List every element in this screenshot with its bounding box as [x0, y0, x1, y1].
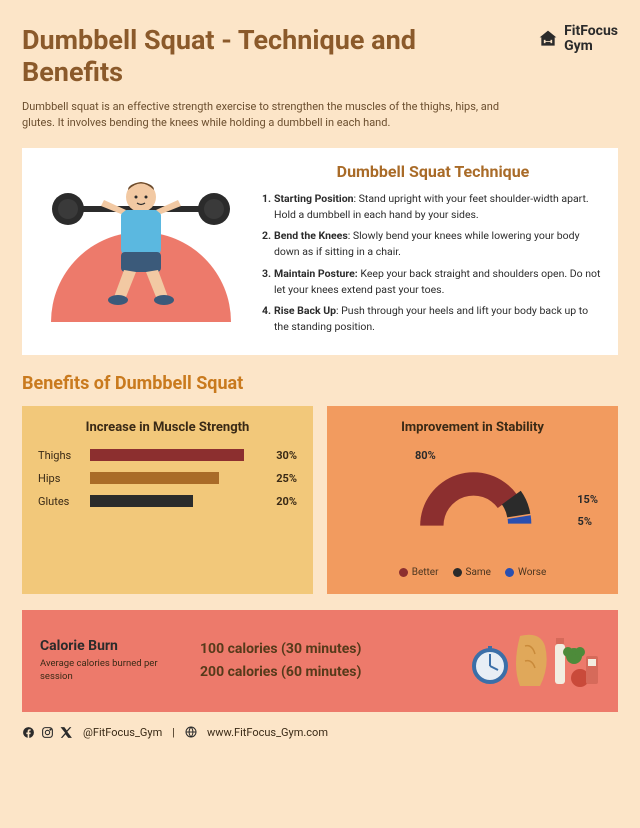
intro-text: Dumbbell squat is an effective strength … — [22, 99, 522, 132]
calorie-title: Calorie Burn — [40, 638, 180, 654]
technique-heading: Dumbbell Squat Technique — [262, 162, 604, 181]
technique-card: Dumbbell Squat Technique Starting Positi… — [22, 148, 618, 355]
gauge-label-worse: 5% — [578, 515, 592, 528]
footer: @FitFocus_Gym | www.FitFocus_Gym.com — [22, 726, 618, 739]
bar-chart-card: Increase in Muscle Strength Thighs30% Hip… — [22, 406, 313, 594]
legend-item: Worse — [505, 567, 546, 578]
calorie-band: Calorie Burn Average calories burned per… — [22, 610, 618, 712]
bar-row: Hips25% — [38, 472, 297, 485]
technique-steps: Starting Position: Stand upright with yo… — [262, 191, 604, 335]
gauge-legend: Better Same Worse — [343, 567, 602, 578]
calorie-icon — [470, 626, 600, 696]
footer-handle: @FitFocus_Gym — [83, 726, 162, 739]
bar-chart-title: Increase in Muscle Strength — [38, 420, 297, 435]
house-dumbbell-icon — [538, 29, 558, 49]
squat-illustration — [36, 162, 246, 322]
gauge: 80% 15% 5% — [343, 449, 602, 559]
calorie-values: 100 calories (30 minutes) 200 calories (… — [200, 638, 450, 683]
brand: FitFocus Gym — [538, 24, 618, 55]
step-3: Maintain Posture: Keep your back straigh… — [262, 266, 604, 298]
instagram-icon — [41, 726, 54, 739]
globe-icon — [185, 726, 197, 738]
gauge-chart-title: Improvement in Stability — [343, 420, 602, 435]
gauge-label-same: 15% — [577, 493, 598, 506]
bar-row: Glutes20% — [38, 495, 297, 508]
facebook-icon — [22, 726, 35, 739]
page-title: Dumbbell Squat - Technique and Benefits — [22, 24, 422, 89]
step-2: Bend the Knees: Slowly bend your knees w… — [262, 228, 604, 260]
step-1: Starting Position: Stand upright with yo… — [262, 191, 604, 223]
footer-url: www.FitFocus_Gym.com — [207, 726, 328, 739]
footer-separator: | — [172, 726, 175, 739]
step-4: Rise Back Up: Push through your heels an… — [262, 303, 604, 335]
gauge-chart-card: Improvement in Stability 80% 15% 5% Bett… — [327, 406, 618, 594]
x-icon — [60, 726, 73, 739]
benefits-title: Benefits of Dumbbell Squat — [22, 373, 618, 394]
bar-row: Thighs30% — [38, 449, 297, 462]
calorie-subtitle: Average calories burned per session — [40, 658, 180, 683]
legend-item: Better — [399, 567, 439, 578]
gauge-label-better: 80% — [415, 449, 436, 462]
brand-name: FitFocus Gym — [564, 24, 618, 55]
legend-item: Same — [453, 567, 491, 578]
